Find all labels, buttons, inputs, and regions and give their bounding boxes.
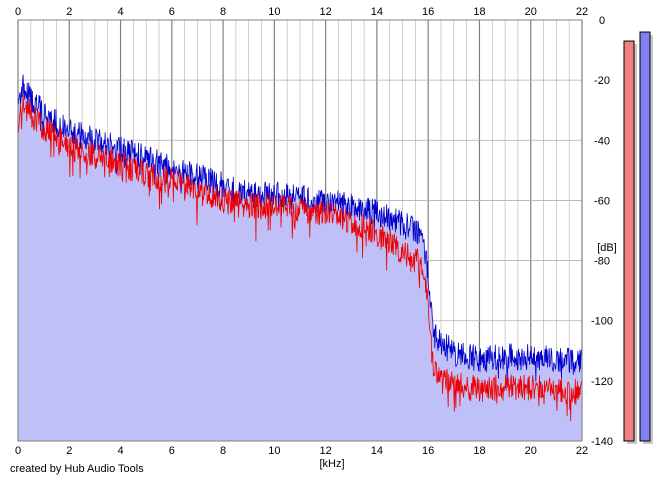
x-tick-label-top: 10 <box>268 6 280 18</box>
y-tick-label: -60 <box>594 195 610 207</box>
x-tick-label-top: 18 <box>473 6 485 18</box>
x-tick-label-top: 8 <box>220 6 226 18</box>
level-meter-left <box>623 40 635 442</box>
x-tick-labels-top: 0 2 4 6 8 10 12 14 16 18 20 22 <box>15 6 588 18</box>
x-tick-label-top: 0 <box>15 6 21 18</box>
x-tick-label-bottom: 10 <box>268 445 280 457</box>
x-tick-label-bottom: 8 <box>220 445 226 457</box>
x-tick-label-top: 12 <box>320 6 332 18</box>
x-tick-label-bottom: 16 <box>422 445 434 457</box>
x-tick-label-bottom: 22 <box>576 445 588 457</box>
x-tick-label-top: 14 <box>371 6 383 18</box>
x-tick-label-top: 16 <box>422 6 434 18</box>
plot-border <box>17 19 583 442</box>
x-tick-label-bottom: 18 <box>473 445 485 457</box>
series-red-line <box>17 93 583 421</box>
y-tick-label: -20 <box>594 75 610 87</box>
y-tick-labels: 0 -20 -40 -60 -80 -100 -120 -140 <box>591 15 613 448</box>
y-tick-label: -140 <box>591 436 613 448</box>
x-tick-label-bottom: 20 <box>525 445 537 457</box>
y-tick-label: -100 <box>591 316 613 328</box>
level-meter-right <box>639 31 651 442</box>
x-tick-label-bottom: 2 <box>66 445 72 457</box>
x-tick-label-bottom: 14 <box>371 445 383 457</box>
x-tick-label-bottom: 6 <box>169 445 175 457</box>
x-tick-label-top: 6 <box>169 6 175 18</box>
x-tick-labels-bottom: 0 2 4 6 8 10 12 14 16 18 20 22 <box>15 445 588 457</box>
x-tick-label-top: 20 <box>525 6 537 18</box>
x-axis-label: [kHz] <box>319 458 344 470</box>
y-tick-label: -120 <box>591 376 613 388</box>
x-tick-label-top: 22 <box>576 6 588 18</box>
x-tick-label-top: 2 <box>66 6 72 18</box>
x-tick-label-bottom: 4 <box>117 445 123 457</box>
series-blue-line <box>17 74 583 385</box>
y-tick-label: -80 <box>594 256 610 268</box>
x-tick-label-top: 4 <box>117 6 123 18</box>
y-axis-label: [dB] <box>597 242 617 254</box>
level-meters <box>623 31 653 445</box>
x-tick-label-bottom: 12 <box>320 445 332 457</box>
y-tick-label: -40 <box>594 135 610 147</box>
y-tick-label: 0 <box>599 15 605 27</box>
credit-text: created by Hub Audio Tools <box>10 463 144 475</box>
x-tick-label-bottom: 0 <box>15 445 21 457</box>
